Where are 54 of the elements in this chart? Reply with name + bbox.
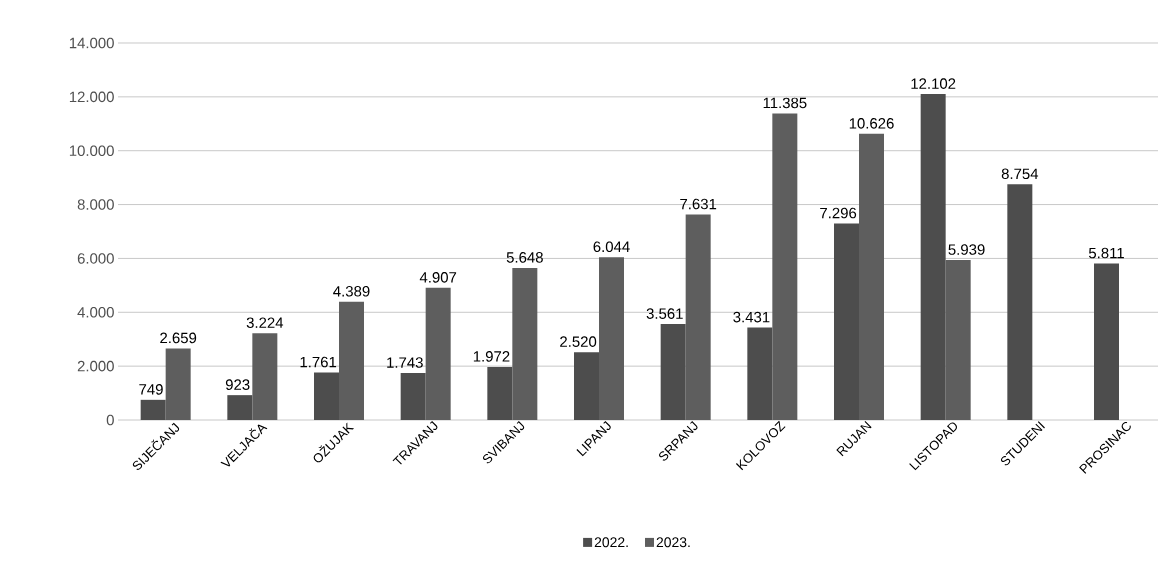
bar	[165, 348, 191, 420]
data-label: 5.648	[506, 252, 543, 263]
data-label: 5.811	[1088, 247, 1124, 259]
bar	[920, 94, 946, 420]
data-label: 1.761	[300, 356, 337, 368]
data-label: 923	[225, 379, 250, 390]
bar	[599, 257, 624, 420]
y-tick-label: 8.000	[77, 199, 114, 210]
y-tick-label: 12.000	[69, 91, 114, 103]
data-label: 749	[139, 384, 163, 395]
bar	[834, 223, 859, 420]
data-label: 4.389	[333, 286, 370, 297]
y-tick-label: 10.000	[69, 145, 114, 156]
bar	[1007, 184, 1033, 420]
y-tick-label: 2.000	[77, 360, 114, 372]
data-label: 2.659	[160, 332, 197, 344]
bar	[859, 133, 884, 420]
bar	[747, 327, 773, 420]
bar	[685, 214, 711, 420]
bar	[487, 366, 513, 420]
bar	[252, 333, 278, 420]
data-label: 3.561	[646, 308, 683, 319]
bar	[140, 399, 166, 420]
bar	[660, 324, 686, 420]
bar	[772, 113, 798, 420]
bar	[945, 260, 971, 420]
data-label: 3.431	[733, 311, 770, 323]
bar	[400, 373, 426, 420]
y-tick-label: 6.000	[77, 253, 114, 264]
bar	[227, 395, 253, 420]
data-label: 11.385	[763, 97, 807, 109]
y-tick-label: 4.000	[77, 306, 114, 318]
bar	[314, 372, 339, 420]
bar	[574, 352, 599, 420]
data-label: 5.939	[948, 244, 985, 255]
data-label: 1.743	[387, 357, 423, 368]
y-tick-label: 0	[106, 414, 114, 426]
data-label: 10.626	[849, 118, 894, 129]
data-label: 7.631	[680, 198, 717, 210]
data-label: 12.102	[911, 78, 956, 89]
y-tick-label: 14.000	[69, 37, 114, 49]
data-label: 4.907	[419, 272, 457, 283]
data-label: 8.754	[1001, 168, 1039, 180]
bar	[1094, 263, 1119, 420]
data-label: 1.972	[473, 351, 510, 362]
bar	[339, 301, 364, 420]
legend-label: 2023.	[656, 537, 690, 548]
data-label: 2.520	[560, 336, 597, 347]
bar	[425, 287, 451, 420]
legend-label: 2022.	[594, 537, 628, 548]
data-label: 6.044	[593, 241, 630, 253]
bar	[512, 267, 538, 420]
data-label: 3.224	[246, 317, 284, 328]
data-label: 7.296	[820, 207, 857, 219]
